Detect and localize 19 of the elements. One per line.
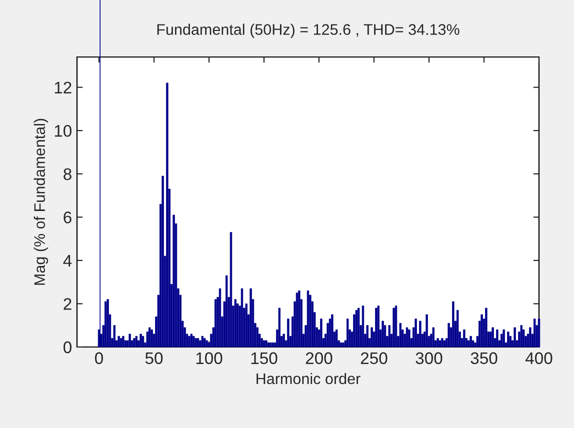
y-tick-label: 6 [64,212,72,224]
y-tick-label: 12 [54,82,72,94]
x-tick-label: 400 [525,352,552,364]
x-tick-label: 300 [416,352,442,364]
x-tick-label: 350 [470,352,498,364]
x-tick-label: 250 [360,352,388,364]
y-tick-label: 0 [64,341,72,354]
y-axis-title: Mag (% of Fundamental) [34,118,48,285]
chart-title: Fundamental (50Hz) = 125.6 , THD= 34.13% [157,24,460,38]
y-tick-label: 10 [54,124,72,137]
x-tick-label: 150 [251,352,278,364]
x-tick-label: 200 [306,352,332,364]
x-axis-title: Harmonic order [256,372,360,384]
x-tick-label: 50 [145,352,163,364]
y-tick-label: 2 [64,298,72,310]
x-tick-label: 0 [95,352,103,364]
y-tick-label: 8 [64,168,72,180]
y-tick-label: 4 [63,255,72,266]
x-tick-label: 100 [196,352,222,364]
